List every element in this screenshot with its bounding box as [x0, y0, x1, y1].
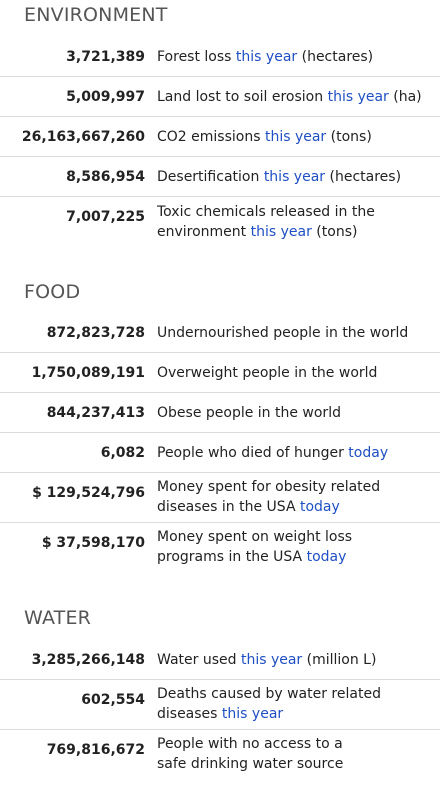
stat-row: 769,816,672 People with no access to a s… [0, 730, 440, 782]
stat-label: CO2 emissions this year (tons) [157, 129, 372, 145]
stat-row: 872,823,728 Undernourished people in the… [0, 313, 440, 353]
stat-value: 844,237,413 [46, 405, 145, 421]
stat-value: 3,721,389 [66, 49, 145, 65]
stat-label: Forest loss this year (hectares) [157, 49, 374, 65]
stat-row: 26,163,667,260 CO2 emissions this year (… [0, 117, 440, 157]
stat-value: 1,750,089,191 [31, 365, 145, 381]
stat-row: 1,750,089,191 Overweight people in the w… [0, 353, 440, 393]
stat-label: Land lost to soil erosion this year (ha) [157, 89, 422, 105]
stat-row: 3,285,266,148 Water used this year (mill… [0, 640, 440, 680]
section-title-water: WATER [24, 607, 92, 629]
stat-label: People with no access to a safe drinking… [157, 736, 344, 772]
stat-row: 6,082 People who died of hunger today [0, 433, 440, 473]
today-link: today [348, 445, 389, 461]
stat-label: Obese people in the world [157, 405, 341, 421]
stat-row: 3,721,389 Forest loss this year (hectare… [0, 38, 440, 77]
stat-value: 602,554 [81, 692, 145, 708]
stat-value: $ 129,524,796 [32, 485, 145, 501]
stat-value: 5,009,997 [66, 89, 145, 105]
stat-value: 26,163,667,260 [21, 129, 145, 145]
stat-value: 7,007,225 [66, 209, 145, 225]
stat-value: 3,285,266,148 [31, 652, 145, 668]
stat-row: 844,237,413 Obese people in the world [0, 393, 440, 433]
stat-label: Money spent for obesity related diseases… [157, 479, 381, 515]
stat-label: Money spent on weight loss programs in t… [157, 529, 353, 565]
stat-label: Water used this year (million L) [157, 652, 377, 668]
stat-row: 7,007,225 Toxic chemicals released in th… [0, 197, 440, 249]
stat-value: 769,816,672 [46, 742, 145, 758]
section-title-environment: ENVIRONMENT [24, 4, 168, 26]
stat-row: 5,009,997 Land lost to soil erosion this… [0, 77, 440, 117]
stat-value: $ 37,598,170 [41, 535, 145, 551]
stat-label: Deaths caused by water related diseases … [157, 686, 381, 722]
stat-label: People who died of hunger today [157, 445, 389, 461]
stat-label: Toxic chemicals released in the environm… [157, 204, 375, 240]
stat-value: 6,082 [100, 445, 145, 461]
stat-label: Overweight people in the world [157, 365, 378, 381]
stat-label: Desertification this year (hectares) [157, 169, 402, 185]
stat-label: Undernourished people in the world [157, 325, 409, 341]
stat-row: $ 37,598,170 Money spent on weight loss … [0, 523, 440, 575]
stat-row: 8,586,954 Desertification this year (hec… [0, 157, 440, 197]
stat-value: 8,586,954 [66, 169, 145, 185]
stat-row: $ 129,524,796 Money spent for obesity re… [0, 473, 440, 523]
section-title-food: FOOD [24, 281, 81, 303]
stat-value: 872,823,728 [46, 325, 145, 341]
stat-row: 602,554 Deaths caused by water related d… [0, 680, 440, 730]
